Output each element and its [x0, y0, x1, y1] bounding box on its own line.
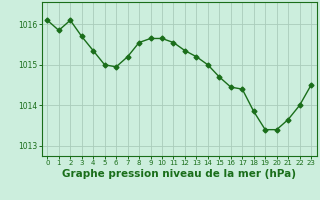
X-axis label: Graphe pression niveau de la mer (hPa): Graphe pression niveau de la mer (hPa) — [62, 169, 296, 179]
